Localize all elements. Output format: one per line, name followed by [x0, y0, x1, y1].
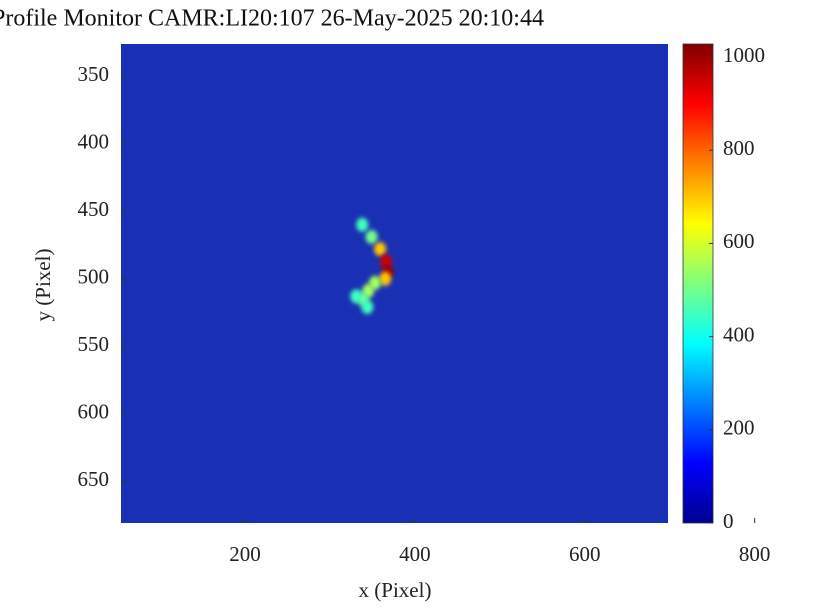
- y-tick-label: 350: [78, 62, 110, 86]
- colorbar-tick-label: 200: [723, 416, 755, 440]
- x-tick-label: 400: [399, 542, 431, 566]
- y-tick-label: 400: [78, 130, 110, 154]
- intensity-spot: [380, 254, 393, 269]
- y-tick-label: 450: [78, 197, 110, 221]
- colorbar-tick-label: 600: [723, 229, 755, 253]
- intensity-spot: [365, 229, 378, 244]
- colorbar-tick-label: 0: [723, 509, 734, 533]
- x-axis-label: x (Pixel): [359, 578, 432, 602]
- y-tick-label: 650: [78, 467, 110, 491]
- chart-title: Profile Monitor CAMR:LI20:107 26-May-202…: [0, 6, 544, 32]
- y-tick-label: 600: [78, 400, 110, 424]
- colorbar-tick-label: 1000: [723, 43, 765, 67]
- intensity-spot: [374, 242, 387, 257]
- image: [121, 44, 668, 523]
- y-tick-label: 500: [78, 265, 110, 289]
- intensity-spot: [350, 289, 363, 304]
- x-tick-label: 200: [229, 542, 261, 566]
- intensity-spot: [361, 300, 374, 315]
- intensity-spot: [356, 217, 369, 232]
- y-tick-label: 550: [78, 332, 110, 356]
- intensity-spot: [379, 271, 392, 286]
- colorbar-tick-label: 400: [723, 322, 755, 346]
- x-tick-label: 600: [569, 542, 601, 566]
- colorbar-tick-label: 800: [723, 136, 755, 160]
- x-tick-label: 800: [739, 542, 771, 566]
- image-background: [121, 44, 668, 523]
- colorbar: [682, 43, 714, 524]
- y-axis-label: y (Pixel): [31, 249, 55, 322]
